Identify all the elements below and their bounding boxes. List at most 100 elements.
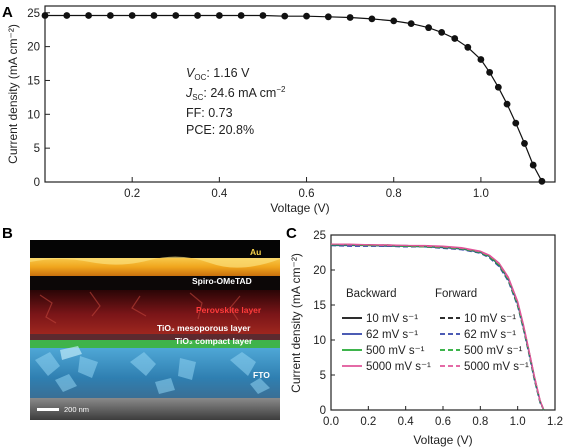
panel-c-ytick-label: 0	[320, 405, 326, 417]
panel-a-ytick-label: 0	[34, 177, 40, 189]
panel-c-xtick-label: 0.2	[360, 416, 376, 428]
legend-backward-label: 5000 mV s⁻¹	[366, 361, 431, 373]
sem-micrograph	[30, 240, 280, 420]
legend-forward-label: 5000 mV s⁻¹	[464, 361, 529, 373]
panel-c-curve-forward	[330, 243, 545, 411]
panel-c-xlabel: Voltage (V)	[413, 433, 472, 447]
panel-a-point	[324, 13, 332, 21]
label-spiro: Spiro-OMeTAD	[192, 276, 252, 286]
legend-forward-label: 10 mV s⁻¹	[464, 313, 516, 325]
panel-c-label: C	[286, 225, 297, 242]
panel-a-point	[521, 140, 528, 147]
panel-c-curve-backward	[331, 244, 545, 411]
panel-c-xtick-label: 1.0	[510, 416, 526, 428]
panel-a-point	[150, 12, 158, 19]
panel-a-point	[390, 17, 398, 25]
panel-a-ylabel: Current density (mA cm⁻²)	[6, 24, 20, 164]
panel-b-sem-image: B Au Spiro-OMeTAD Perovskite layer TiO₂ …	[2, 225, 280, 420]
panel-a-ytick-label: 5	[34, 143, 40, 155]
panel-c-curve-backward	[331, 244, 545, 411]
panel-c-ytick-label: 20	[313, 265, 326, 277]
panel-a-point	[451, 35, 459, 42]
glass-substrate	[30, 398, 280, 420]
pce-value: PCE: 20.8%	[186, 123, 254, 137]
panel-c-ytick-label: 25	[313, 230, 326, 242]
panel-a-ytick-label: 20	[27, 42, 40, 54]
panel-a-point	[215, 12, 223, 19]
panel-a-point	[538, 177, 546, 185]
legend-backward-label: 500 mV s⁻¹	[366, 345, 425, 357]
panel-a-xtick-label: 0.2	[124, 188, 140, 200]
panel-a-xlabel: Voltage (V)	[270, 201, 329, 215]
panel-c-xtick-label: 0.0	[323, 416, 339, 428]
panel-a-point	[425, 24, 432, 32]
panel-a-point	[407, 20, 415, 27]
voc-subscript: OC	[194, 73, 206, 82]
panel-a-point	[512, 119, 520, 127]
panel-a-point	[106, 12, 114, 19]
panel-c-xtick-label: 0.4	[398, 416, 415, 428]
panel-a-ytick-label: 10	[27, 109, 40, 121]
jsc-subscript: SC	[192, 93, 203, 102]
panel-a-point	[85, 12, 92, 19]
panel-a-point	[494, 83, 502, 91]
panel-a-point	[194, 12, 201, 19]
panel-c-legend: Backward Forward 10 mV s⁻¹ 10 mV s⁻¹ 62 mV…	[342, 288, 529, 373]
label-au: Au	[250, 247, 261, 257]
panel-a-point	[464, 43, 472, 51]
panel-c-ytick-label: 10	[313, 335, 326, 347]
panel-c-curve-forward	[331, 244, 545, 411]
legend-backward-label: 10 mV s⁻¹	[366, 313, 418, 325]
panel-a-point	[303, 12, 310, 20]
panel-a-point	[438, 29, 446, 36]
legend-backward-label: 62 mV s⁻¹	[366, 329, 418, 341]
panel-a-point	[477, 56, 485, 63]
panel-a-frame	[44, 5, 556, 183]
panel-a-point	[281, 12, 289, 20]
panel-a-point	[172, 12, 180, 19]
scale-bar	[37, 408, 59, 411]
panel-a-point	[486, 68, 494, 76]
voc-value: : 1.16 V	[206, 66, 250, 80]
panel-a-point	[41, 12, 49, 19]
panel-c-ticks: 0.0 0.2 0.4 0.6 0.8 1.0 1.2 0 5 10 15 20 25	[313, 230, 563, 428]
legend-forward-heading: Forward	[435, 288, 477, 300]
panel-a-ticks: 0.2 0.4 0.6 0.8 1.0 0 5 10 15 20 25	[27, 8, 489, 200]
panel-a-point	[368, 15, 376, 23]
panel-c-xtick-label: 0.8	[472, 416, 488, 428]
panel-c-ytick-label: 15	[313, 300, 326, 312]
panel-c-ytick-label: 5	[320, 370, 326, 382]
panel-a-annotation: VOC: 1.16 V JSC: 24.6 mA cm−2 FF: 0.73 P…	[185, 66, 286, 137]
label-meso: TiO₂ mesoporous layer	[157, 323, 251, 333]
panel-c-curve-forward	[330, 244, 545, 411]
voc-symbol: V	[186, 66, 196, 80]
panel-c-xtick-label: 0.6	[435, 416, 451, 428]
panel-a-point	[259, 12, 267, 19]
panel-a-ytick-label: 25	[27, 8, 40, 20]
jsc-value: : 24.6 mA cm	[203, 86, 276, 100]
panel-c-data	[330, 243, 545, 411]
jsc-exponent: −2	[276, 85, 286, 94]
panel-a-point	[128, 12, 136, 19]
spiro-layer	[30, 276, 280, 290]
panel-a-xtick-label: 0.6	[299, 188, 315, 200]
legend-forward-label: 62 mV s⁻¹	[464, 329, 516, 341]
panel-a-point	[346, 14, 354, 21]
panel-a-xtick-label: 1.0	[473, 188, 489, 200]
panel-a-point	[503, 100, 511, 108]
panel-c-curve-backward	[331, 244, 545, 411]
panel-c-ylabel: Current density (mA cm⁻²)	[289, 253, 303, 393]
svg-text:JSC: 24.6 mA cm−2: JSC: 24.6 mA cm−2	[185, 85, 286, 102]
panel-a-point	[237, 12, 245, 19]
panel-a-label: A	[2, 4, 13, 21]
legend-backward-heading: Backward	[346, 288, 397, 300]
ff-value: FF: 0.73	[186, 106, 233, 120]
label-compact: TiO₂ compact layer	[175, 336, 253, 346]
panel-a-ytick-label: 15	[27, 75, 40, 87]
compact-layer	[30, 340, 280, 348]
panel-b-label: B	[2, 225, 13, 242]
panel-a-xtick-label: 0.4	[211, 188, 228, 200]
label-fto: FTO	[253, 370, 270, 380]
